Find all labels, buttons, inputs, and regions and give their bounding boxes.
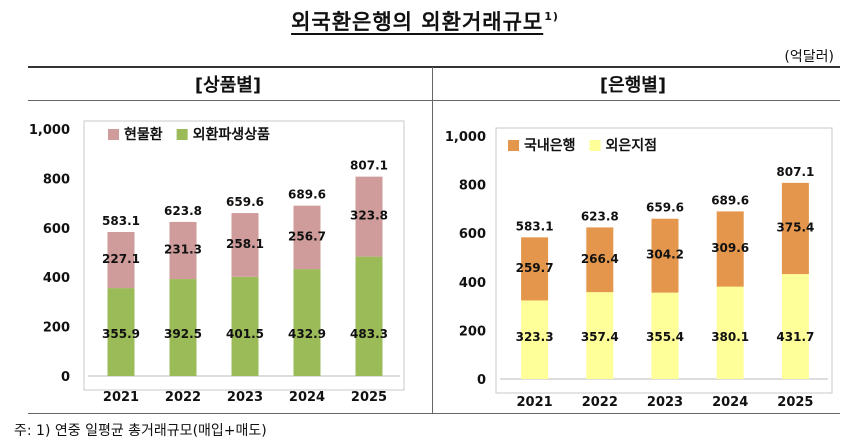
x-tick-label: 2025 (351, 390, 387, 405)
right-panel-title: [은행별] (599, 75, 667, 96)
data-label: 304.2 (646, 248, 684, 262)
legend-label: 외환파생상품 (193, 126, 270, 143)
y-tick-label: 0 (61, 370, 70, 385)
x-tick-label: 2024 (712, 395, 748, 410)
y-tick-label: 1,000 (445, 130, 486, 145)
data-label: 323.3 (516, 330, 554, 344)
bar-segment (586, 292, 614, 379)
page-title-text: 외국환은행의 외환거래규모 (291, 10, 544, 34)
total-label: 689.6 (711, 193, 749, 207)
product-chart: 0 200 400 600 800 1,000 355.9 227.1 583.1 2021 392… (29, 120, 405, 405)
data-label: 256.7 (288, 229, 326, 243)
left-panel-title: [상품별] (194, 75, 262, 96)
table-bottom-border (28, 413, 840, 414)
data-label: 375.4 (776, 220, 814, 234)
data-label: 380.1 (711, 330, 749, 344)
legend-label: 현물환 (124, 126, 163, 143)
data-label: 392.5 (164, 327, 202, 341)
x-tick-label: 2021 (517, 395, 553, 410)
total-label: 689.6 (288, 188, 326, 202)
table-header-divider (28, 100, 840, 101)
x-tick-label: 2025 (777, 395, 813, 410)
bar-segment (231, 276, 259, 376)
data-label: 431.7 (776, 330, 814, 344)
data-label: 432.9 (288, 327, 326, 341)
total-label: 623.8 (164, 204, 202, 218)
x-tick-label: 2021 (103, 390, 139, 405)
total-label: 659.6 (226, 195, 264, 209)
table-top-border (28, 66, 840, 68)
legend-label: 외은지점 (606, 137, 658, 154)
y-tick-label: 600 (43, 222, 70, 237)
bar-segment (651, 292, 679, 379)
bar-segment (781, 274, 809, 379)
bar-segment (107, 288, 135, 376)
legend-label: 국내은행 (524, 138, 576, 154)
bar-segment (586, 227, 614, 293)
data-label: 231.3 (164, 242, 202, 256)
x-tick-label: 2024 (289, 390, 325, 405)
bar-segment (293, 269, 321, 376)
data-label: 259.7 (516, 261, 554, 275)
bar-segment (651, 218, 679, 293)
legend-swatch (176, 129, 188, 140)
data-label: 355.9 (102, 327, 140, 341)
legend-swatch (589, 140, 601, 151)
bar-segment (521, 237, 549, 301)
data-label: 323.8 (350, 209, 388, 223)
bar-segment (781, 182, 809, 275)
data-label: 483.3 (350, 327, 388, 341)
bar-segment (231, 213, 259, 277)
data-label: 258.1 (226, 237, 264, 251)
total-label: 807.1 (350, 159, 388, 173)
legend-swatch (508, 140, 519, 151)
bar-segment (107, 231, 135, 289)
y-tick-label: 800 (43, 172, 70, 187)
legend-swatch (108, 129, 119, 140)
y-tick-label: 400 (459, 276, 486, 291)
bar-segment (355, 256, 383, 376)
x-tick-label: 2023 (227, 390, 263, 405)
data-label: 309.6 (711, 241, 749, 255)
total-label: 583.1 (516, 219, 554, 233)
y-tick-label: 400 (43, 271, 70, 286)
total-label: 807.1 (776, 165, 814, 179)
total-label: 583.1 (102, 214, 140, 228)
x-tick-label: 2022 (582, 395, 618, 410)
bar-segment (355, 176, 383, 257)
data-label: 401.5 (226, 327, 264, 341)
data-label: 355.4 (646, 330, 684, 344)
bank-chart: 0 200 400 600 800 1,000 323.3 259.7 583.1 2021 357… (445, 127, 833, 410)
title-footnote-mark: 1) (544, 10, 559, 23)
y-tick-label: 600 (459, 227, 486, 242)
bar-segment (716, 286, 744, 379)
x-tick-label: 2023 (647, 395, 683, 410)
bar-segment (169, 221, 197, 280)
y-tick-label: 1,000 (29, 123, 70, 138)
total-label: 659.6 (646, 201, 684, 215)
bar-segment (169, 279, 197, 376)
data-label: 266.4 (581, 252, 619, 266)
x-tick-label: 2022 (165, 390, 201, 405)
panel-divider (432, 67, 433, 413)
unit-label: (억달러) (784, 49, 834, 65)
data-label: 227.1 (102, 252, 140, 266)
bar-segment (521, 300, 549, 379)
y-tick-label: 800 (459, 179, 486, 194)
y-tick-label: 200 (43, 321, 70, 336)
bar-segment (293, 205, 321, 270)
bar-segment (716, 211, 744, 287)
data-label: 357.4 (581, 330, 619, 344)
y-tick-label: 0 (477, 373, 486, 388)
total-label: 623.8 (581, 209, 619, 223)
y-tick-label: 200 (459, 324, 486, 339)
page-title: 외국환은행의 외환거래규모1) (0, 6, 850, 36)
footnote: 주: 1) 연중 일평균 총거래규모(매입+매도) (14, 423, 267, 439)
